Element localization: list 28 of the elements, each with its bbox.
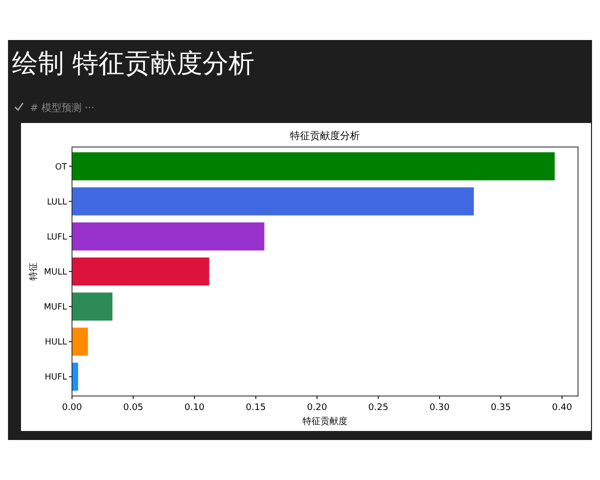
y-tick-label: HULL bbox=[44, 338, 68, 348]
x-tick-label: 0.25 bbox=[368, 403, 388, 413]
y-tick-label: LUFL bbox=[46, 232, 68, 242]
y-tick-label: MULL bbox=[44, 268, 68, 278]
bar bbox=[72, 292, 112, 321]
text: # 模型预测 ··· bbox=[30, 102, 94, 114]
x-tick-label: 0.10 bbox=[184, 403, 205, 413]
bar bbox=[72, 152, 555, 180]
y-tick-label: HUFL bbox=[44, 372, 68, 383]
bar bbox=[72, 257, 210, 286]
x-axis-title: 特征贡献度 bbox=[302, 416, 348, 427]
x-tick-label: 0.30 bbox=[430, 403, 450, 413]
y-tick-label: MUFL bbox=[44, 302, 68, 313]
x-tick-label: 0.35 bbox=[490, 403, 511, 413]
bar bbox=[72, 362, 78, 391]
x-tick-label: 0.15 bbox=[246, 403, 266, 413]
y-tick-label: LULL bbox=[46, 197, 68, 208]
bar bbox=[72, 187, 474, 216]
chart-title: 特征贡献度分析 bbox=[290, 130, 360, 142]
x-tick-label: 0.05 bbox=[123, 403, 144, 413]
bar bbox=[72, 328, 88, 356]
x-tick-label: 0.40 bbox=[552, 403, 572, 413]
y-tick-label: OT bbox=[55, 162, 68, 172]
text: 绘制 特征贡献度分析 bbox=[12, 49, 254, 79]
bar bbox=[72, 222, 264, 250]
y-axis-title: 特征 bbox=[28, 262, 39, 280]
x-tick-label: 0.20 bbox=[307, 403, 328, 413]
x-tick-label: 0.00 bbox=[62, 403, 82, 413]
